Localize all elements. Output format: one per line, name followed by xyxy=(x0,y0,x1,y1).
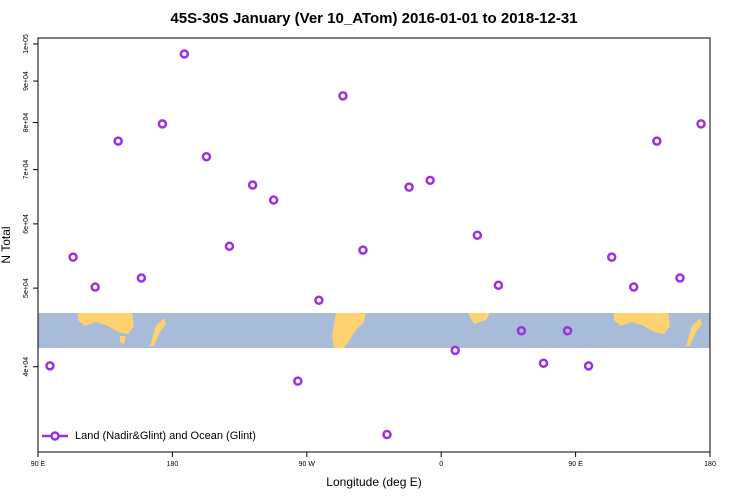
legend-label: Land (Nadir&Glint) and Ocean (Glint) xyxy=(75,430,256,442)
point xyxy=(201,151,212,162)
y-tick-label: 5e+04 xyxy=(23,278,30,298)
x-tick-label: 180 xyxy=(704,461,716,468)
legend-marker xyxy=(50,431,60,441)
y-tick-label: 6e+04 xyxy=(23,214,30,234)
x-tick-label: 90 W xyxy=(299,461,316,468)
plot-frame xyxy=(37,37,711,453)
point xyxy=(562,326,573,336)
y-tick-label: 1e+05 xyxy=(23,34,30,54)
point xyxy=(338,91,348,101)
point xyxy=(516,326,527,336)
x-tick-label: 0 xyxy=(439,461,443,468)
point xyxy=(696,119,706,129)
y-tick-label: 8e+04 xyxy=(23,113,30,133)
y-tick-label: 4e+04 xyxy=(23,357,30,377)
point xyxy=(45,361,55,371)
point xyxy=(628,282,639,292)
point xyxy=(493,280,504,291)
chart-title: 45S-30S January (Ver 10_ATom) 2016-01-01… xyxy=(170,10,577,27)
point xyxy=(179,49,190,59)
point xyxy=(472,230,483,240)
point xyxy=(268,195,279,205)
point xyxy=(425,175,435,186)
point xyxy=(652,136,662,146)
x-axis-label: Longitude (deg E) xyxy=(326,475,421,489)
y-tick-label: 7e+04 xyxy=(23,160,30,180)
point xyxy=(358,245,368,255)
point xyxy=(382,429,392,440)
point xyxy=(314,295,324,306)
point xyxy=(538,358,549,368)
point xyxy=(224,241,235,252)
point xyxy=(90,282,100,292)
point xyxy=(157,119,168,129)
map-band xyxy=(38,313,710,348)
x-tick-label: 90 E xyxy=(568,461,583,468)
point xyxy=(113,136,123,146)
point xyxy=(247,180,258,190)
y-tick-label: 9e+04 xyxy=(23,71,30,91)
point xyxy=(583,361,594,371)
x-tick-label: 90 E xyxy=(31,461,46,468)
point xyxy=(293,376,303,386)
point xyxy=(404,182,414,192)
point xyxy=(68,252,78,262)
point xyxy=(606,252,617,262)
x-tick-label: 180 xyxy=(167,461,179,468)
point xyxy=(675,273,685,283)
point xyxy=(136,273,147,283)
point xyxy=(450,345,460,356)
y-axis-label: N Total xyxy=(0,226,13,263)
